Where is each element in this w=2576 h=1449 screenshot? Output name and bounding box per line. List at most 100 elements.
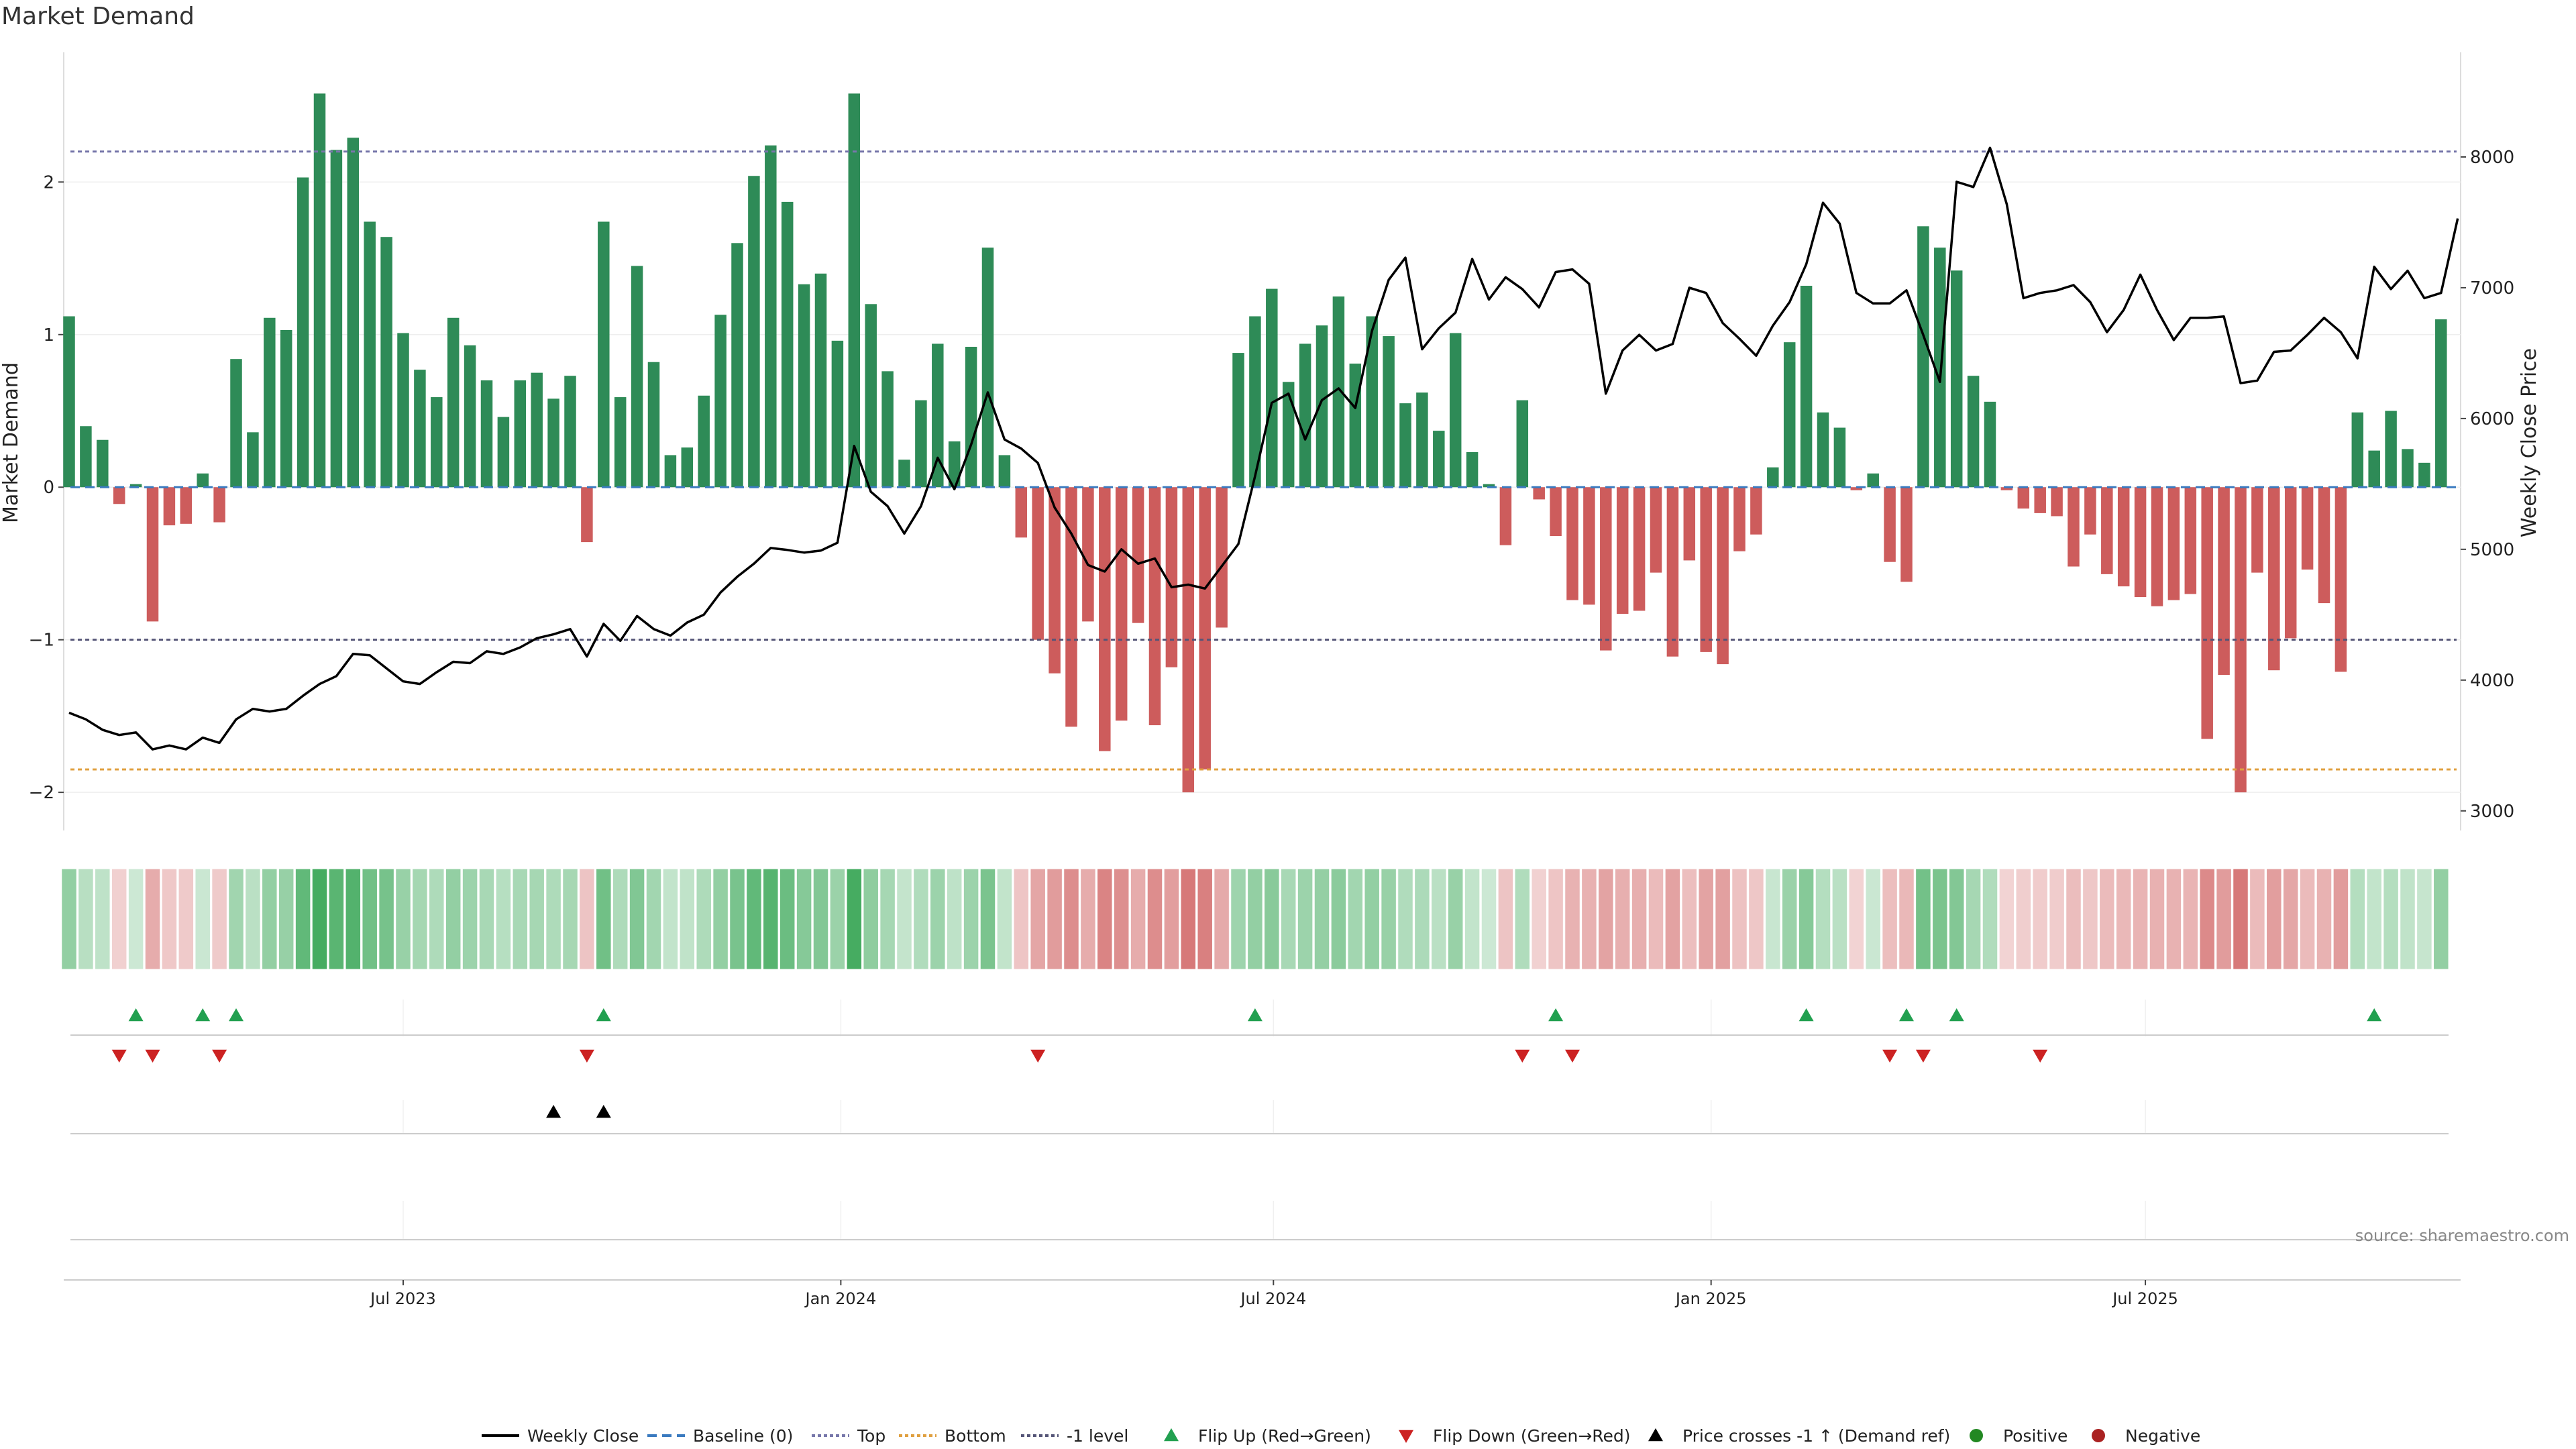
heat-strip-cell bbox=[2132, 868, 2149, 970]
demand-bar-negative bbox=[2201, 487, 2213, 739]
flip-up-marker bbox=[128, 1008, 144, 1022]
demand-bar-negative bbox=[2184, 487, 2197, 594]
demand-bar-positive bbox=[564, 376, 576, 488]
demand-bar-negative bbox=[1499, 487, 1512, 545]
demand-bar-negative bbox=[1650, 487, 1662, 573]
heat-strip-cell bbox=[61, 868, 77, 970]
demand-bar-positive bbox=[798, 284, 810, 488]
demand-bar-negative bbox=[2051, 487, 2063, 517]
demand-bar-positive bbox=[915, 400, 927, 488]
demand-bar-positive bbox=[431, 397, 443, 488]
x-tick-label: Jan 2025 bbox=[1674, 1289, 1747, 1308]
heat-strip-cell bbox=[1932, 868, 1948, 970]
heat-strip-cell bbox=[1163, 868, 1180, 970]
heat-strip-cell bbox=[262, 868, 278, 970]
demand-bar-positive bbox=[247, 432, 259, 488]
heat-strip-cell bbox=[1564, 868, 1580, 970]
demand-bar-negative bbox=[1199, 487, 1211, 770]
demand-bar-negative bbox=[1616, 487, 1629, 614]
demand-bar-negative bbox=[1633, 487, 1646, 611]
heat-strip-cell bbox=[1381, 868, 1397, 970]
flip-down-marker bbox=[2033, 1049, 2048, 1063]
heat-strip-cell bbox=[2299, 868, 2316, 970]
demand-bar-positive bbox=[831, 340, 844, 488]
heat-strip-cell bbox=[596, 868, 612, 970]
demand-bar-positive bbox=[364, 221, 376, 488]
demand-bar-negative bbox=[1132, 487, 1144, 623]
demand-bar-negative bbox=[2134, 487, 2147, 597]
heat-strip-cell bbox=[629, 868, 645, 970]
heat-strip-cell bbox=[345, 868, 362, 970]
heat-strip-cell bbox=[1113, 868, 1130, 970]
demand-bar-positive bbox=[380, 237, 392, 488]
heat-strip-cell bbox=[512, 868, 529, 970]
demand-bar-positive bbox=[881, 371, 894, 488]
heat-strip-cell bbox=[946, 868, 963, 970]
demand-bar-positive bbox=[1917, 226, 1929, 488]
legend-label: Price crosses -1 ↑ (Demand ref) bbox=[1682, 1426, 1950, 1446]
demand-bar-negative bbox=[1082, 487, 1094, 622]
demand-bar-negative bbox=[213, 487, 225, 523]
heat-strip-cell bbox=[1264, 868, 1280, 970]
demand-bar-positive bbox=[1833, 427, 1846, 488]
demand-bar-positive bbox=[63, 316, 75, 488]
heat-strip-cell bbox=[1664, 868, 1681, 970]
flip-down-marker bbox=[145, 1049, 160, 1063]
heat-strip-cell bbox=[378, 868, 394, 970]
flip-down-marker bbox=[212, 1049, 227, 1063]
heat-strip-cell bbox=[2082, 868, 2098, 970]
heat-strip-cell bbox=[95, 868, 111, 970]
demand-bar-positive bbox=[2368, 450, 2380, 488]
demand-bar-positive bbox=[932, 343, 944, 488]
heat-strip-cell bbox=[1998, 868, 2015, 970]
demand-bar-positive bbox=[1783, 342, 1796, 488]
heat-strip-cell bbox=[645, 868, 662, 970]
heat-strip-cell bbox=[1715, 868, 1731, 970]
demand-bar-negative bbox=[2318, 487, 2330, 604]
heat-strip-cell bbox=[1648, 868, 1664, 970]
demand-bar-negative bbox=[2000, 487, 2013, 490]
demand-bar-positive bbox=[1266, 288, 1278, 488]
heat-strip-cell bbox=[1531, 868, 1547, 970]
legend-label: Negative bbox=[2125, 1426, 2200, 1446]
heat-strip-cell bbox=[2099, 868, 2115, 970]
heat-strip-cell bbox=[2049, 868, 2065, 970]
y-right-tick-label: 8000 bbox=[2470, 148, 2514, 168]
demand-bar-positive bbox=[1449, 333, 1462, 488]
heat-strip-cell bbox=[228, 868, 244, 970]
legend-dot-swatch bbox=[1970, 1429, 1983, 1442]
heat-strip-cell bbox=[812, 868, 829, 970]
demand-bar-positive bbox=[1483, 484, 1495, 488]
flip-down-marker bbox=[1915, 1049, 1931, 1063]
demand-bar-negative bbox=[1600, 487, 1612, 651]
demand-bar-positive bbox=[297, 177, 309, 488]
demand-bar-positive bbox=[280, 329, 292, 488]
heat-strip-cell bbox=[579, 868, 595, 970]
demand-bar-positive bbox=[1399, 403, 1411, 488]
y-right-tick-label: 6000 bbox=[2470, 409, 2514, 429]
demand-bar-negative bbox=[163, 487, 176, 526]
demand-bar-positive bbox=[531, 372, 543, 488]
heat-strip-cell bbox=[1464, 868, 1481, 970]
demand-bar-positive bbox=[765, 145, 777, 488]
heat-strip-cell bbox=[161, 868, 178, 970]
chart-title: Market Demand bbox=[1, 3, 195, 30]
demand-bar-positive bbox=[965, 346, 977, 488]
heat-strip-cell bbox=[2032, 868, 2048, 970]
legend-label: Flip Up (Red→Green) bbox=[1198, 1426, 1371, 1446]
demand-bar-negative bbox=[1216, 487, 1228, 628]
y-left-tick-label: 2 bbox=[43, 172, 54, 193]
demand-bar-negative bbox=[2167, 487, 2180, 600]
y-right-tick-label: 7000 bbox=[2470, 278, 2514, 299]
flip-up-marker bbox=[1247, 1008, 1263, 1022]
demand-bar-positive bbox=[1950, 270, 1963, 488]
heat-strip-cell bbox=[1915, 868, 1931, 970]
legend-marker-swatch bbox=[1399, 1430, 1413, 1443]
heat-strip-cell bbox=[1765, 868, 1781, 970]
heat-strip-cell bbox=[662, 868, 679, 970]
heat-strip-cell bbox=[1364, 868, 1380, 970]
legend-marker-swatch bbox=[1164, 1428, 1179, 1442]
demand-bar-positive bbox=[631, 266, 643, 488]
flip-up-marker bbox=[1949, 1008, 1964, 1022]
heat-strip-cell bbox=[612, 868, 629, 970]
